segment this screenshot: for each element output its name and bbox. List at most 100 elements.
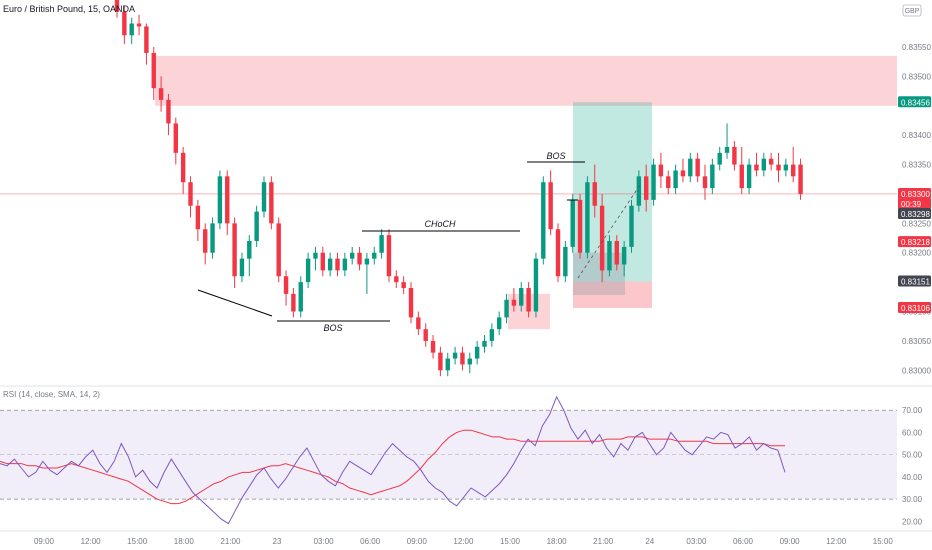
time-tick-label: 15:00 xyxy=(127,537,148,546)
time-tick-label: 12:00 xyxy=(453,537,474,546)
candle-body xyxy=(776,164,781,171)
price-label-position-entry xyxy=(898,275,931,287)
candle-body xyxy=(555,229,561,277)
candle-body xyxy=(144,26,149,53)
candle-body xyxy=(791,164,796,177)
rsi-tick-label: 40.00 xyxy=(902,473,923,482)
trade-path-line xyxy=(577,184,641,279)
price-label-text: 0.83298 xyxy=(901,210,930,219)
rsi-ma-line xyxy=(0,429,785,505)
candle-body xyxy=(379,235,384,253)
candle-body xyxy=(276,223,281,277)
currency-badge[interactable] xyxy=(902,4,922,17)
price-label-text: 0.83218 xyxy=(901,238,930,247)
candle-body xyxy=(460,352,465,365)
candle-body xyxy=(688,158,693,177)
candle-body xyxy=(563,246,568,277)
candle-body xyxy=(254,211,259,241)
bos-label-2: BOS xyxy=(546,151,565,161)
candle-body xyxy=(621,246,627,265)
rsi-tick-label: 60.00 xyxy=(902,428,923,437)
candle-body xyxy=(614,240,619,265)
candle-body xyxy=(761,158,766,171)
candle-body xyxy=(122,11,127,36)
candle-body xyxy=(541,182,546,259)
candle-body xyxy=(445,358,450,371)
time-axis[interactable]: 09:00 12:00 15:00 18:00 21:00 23 03:00 06:00 09:… xyxy=(0,530,932,546)
price-tick-label: 0.83400 xyxy=(902,131,931,140)
candle-body xyxy=(129,23,134,36)
price-tick-label: 0.83050 xyxy=(902,337,931,346)
candle-body xyxy=(151,52,156,89)
candle-body xyxy=(158,88,164,100)
candle-body xyxy=(195,205,201,230)
price-label-stop xyxy=(898,302,931,313)
candle-body xyxy=(438,352,443,371)
candle-body xyxy=(452,352,458,359)
time-tick-label: 15:00 xyxy=(500,537,521,546)
candles-layer xyxy=(114,0,803,377)
candle-body xyxy=(269,182,274,224)
candle-body xyxy=(203,229,208,253)
candle-body xyxy=(283,276,289,294)
candle-body xyxy=(585,182,590,253)
rsi-tick-label: 30.00 xyxy=(902,495,923,504)
time-tick-label: 03:00 xyxy=(314,537,335,546)
candle-body xyxy=(232,223,237,277)
price-label-text: 0.83300 xyxy=(901,190,930,199)
candle-body xyxy=(350,252,355,259)
candle-body xyxy=(673,170,678,189)
stop-loss-zone xyxy=(573,281,652,308)
rsi-tick-label: 70.00 xyxy=(902,406,923,415)
candle-body xyxy=(423,329,428,341)
time-tick-label: 24 xyxy=(645,537,654,546)
rsi-line xyxy=(0,395,786,525)
candle-body xyxy=(320,252,325,271)
candle-body xyxy=(504,299,509,318)
candle-body xyxy=(651,164,656,200)
candle-body xyxy=(629,205,634,247)
price-pane[interactable] xyxy=(0,0,897,385)
rsi-tick-label: 50.00 xyxy=(902,451,923,460)
candle-body xyxy=(467,358,472,365)
rsi-axis[interactable]: 70.00 60.00 50.00 40.00 30.00 20.00 xyxy=(902,406,923,526)
price-label-zone-top xyxy=(898,96,931,108)
candle-body xyxy=(754,164,759,171)
candle-body xyxy=(724,146,730,153)
time-tick-label: 06:00 xyxy=(733,537,754,546)
candle-body xyxy=(416,317,421,330)
candle-body xyxy=(577,199,583,253)
candle-body xyxy=(783,164,789,171)
rsi-tick-label: 20.00 xyxy=(902,517,923,526)
candle-body xyxy=(372,252,377,259)
candle-body xyxy=(305,258,311,283)
price-tick-label: 0.83200 xyxy=(902,249,931,258)
candle-body xyxy=(394,276,399,283)
candle-body xyxy=(570,199,575,247)
candle-body xyxy=(680,170,686,177)
time-tick-label: 09:00 xyxy=(780,537,801,546)
rsi-title: RSI (14, close, SMA, 14, 2) xyxy=(3,390,100,399)
price-tick-label: 0.83250 xyxy=(902,219,931,228)
candle-body xyxy=(636,176,642,206)
price-label-entry xyxy=(898,236,931,248)
time-tick-label: 18:00 xyxy=(174,537,195,546)
candle-body xyxy=(511,299,517,306)
candle-body xyxy=(239,258,245,277)
time-tick-label: 09:00 xyxy=(34,537,55,546)
time-tick-label: 03:00 xyxy=(686,537,707,546)
candle-body xyxy=(482,340,487,347)
candle-body xyxy=(401,282,406,289)
candle-body xyxy=(188,182,193,206)
price-tick-label: 0.83550 xyxy=(902,43,931,52)
candle-body xyxy=(357,252,362,265)
supply-zone xyxy=(155,55,897,106)
candle-body xyxy=(291,293,296,312)
candle-body xyxy=(313,252,318,259)
currency-badge-label: GBP xyxy=(905,8,920,15)
candle-body xyxy=(644,176,649,200)
candle-body xyxy=(180,152,186,183)
candle-body xyxy=(408,288,414,318)
